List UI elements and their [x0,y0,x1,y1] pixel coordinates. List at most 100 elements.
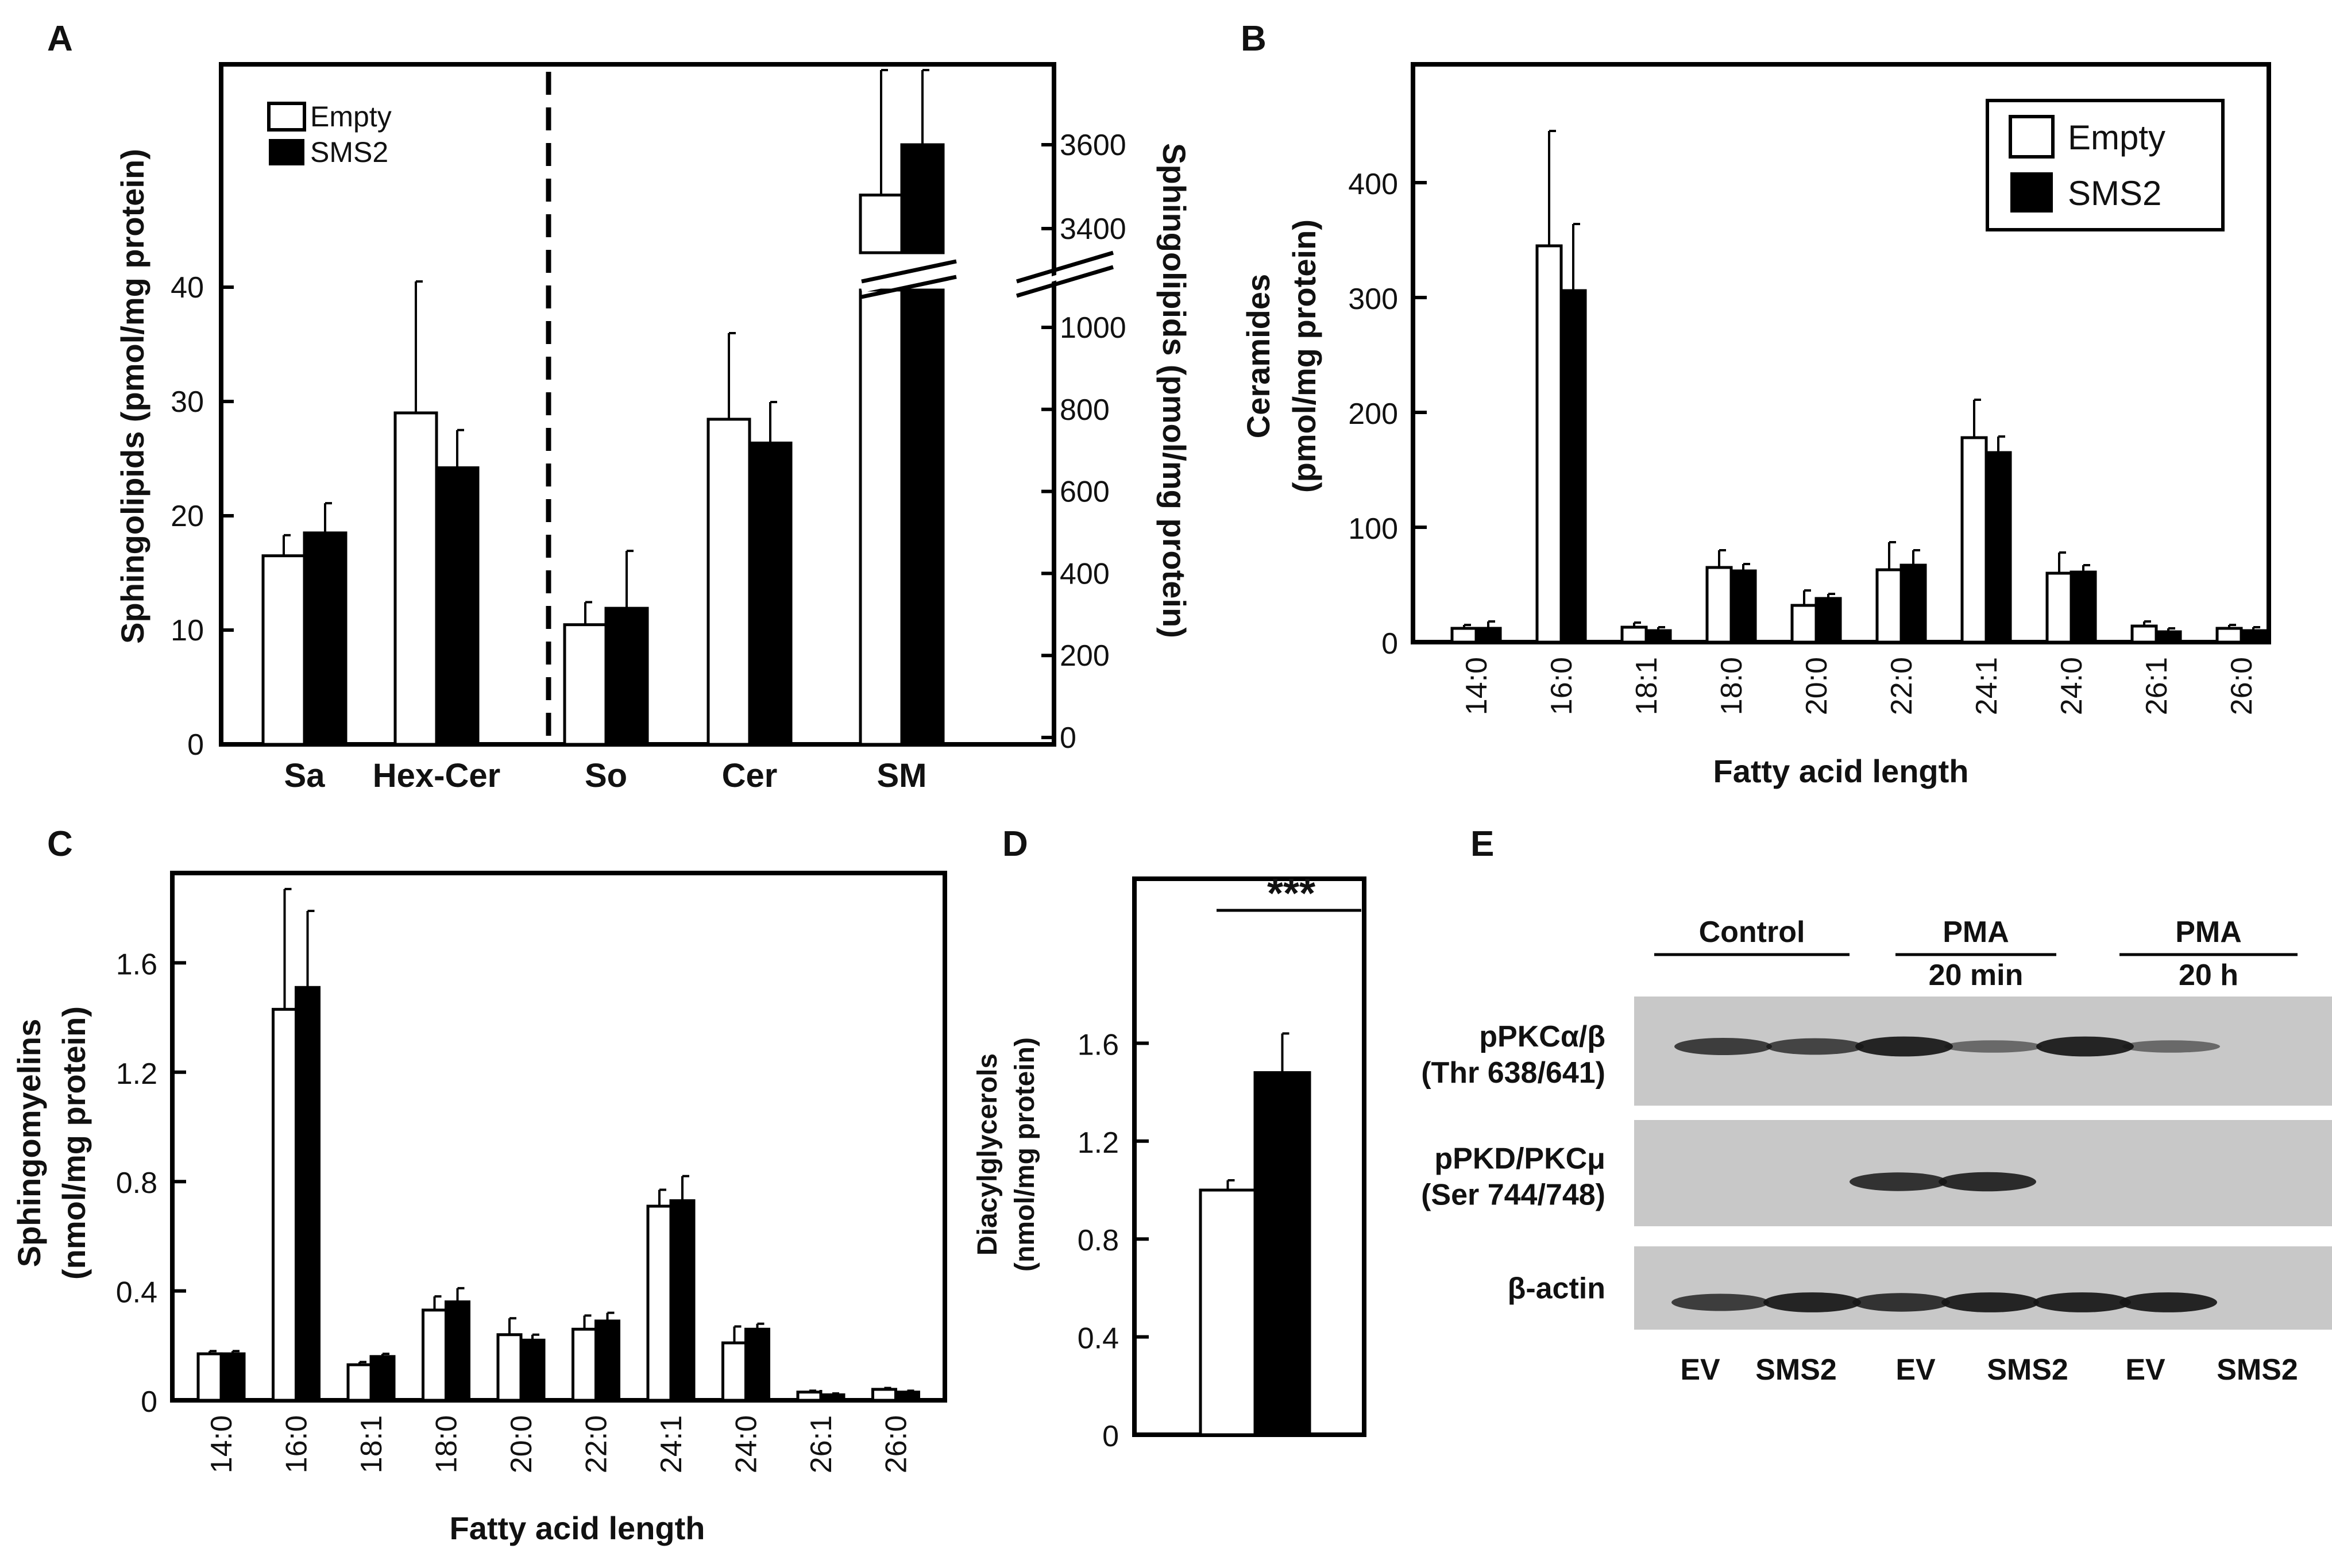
bar-empty [422,1308,447,1402]
blot-row-label: pPKCα/β [1479,1020,1605,1053]
bar-empty [721,1341,747,1402]
bar-sms2 [2070,570,2097,644]
bar-sms2 [1253,1071,1311,1436]
bar-empty [1960,436,1988,644]
panel-b-y-label-line1: Ceramides [1240,274,1276,438]
x-tick-label: 24:1 [1970,657,2003,715]
y-tick-label: 300 [1348,283,1398,316]
panel-c: C Sphingomyelins (nmol/mg protein) Fatty… [11,824,947,1546]
y-tick-label: 10 [171,614,204,647]
panel-b-legend: Empty SMS2 [1986,99,2225,231]
blot-band [1855,1036,1953,1057]
x-tick-label: 26:1 [2140,657,2173,715]
blot-row-label: pPKD/PKCμ [1434,1142,1605,1176]
x-tick-label: 14:0 [1460,657,1493,715]
bar-empty [1450,627,1478,644]
bar-empty [871,1388,897,1402]
panel-a-left-axis-label: Sphingolipids (pmol/mg protein) [114,149,150,644]
blot-band [2033,1292,2131,1312]
y-tick-label: 0 [141,1385,157,1419]
bar-empty [1790,604,1818,644]
x-tick-label: 26:0 [880,1415,913,1473]
bar-sms2 [303,531,348,746]
y-tick-label: 0.4 [1078,1322,1119,1355]
blot-rows: pPKCα/β(Thr 638/641) pPKD/PKCμ(Ser 744/74… [1421,997,2332,1330]
bar-empty [572,1327,597,1402]
panel-a-bars: Sa Hex-Cer So Cer SM [261,69,945,794]
y-tick-label: 0 [1102,1420,1119,1453]
y-tick-label: 3600 [1060,129,1126,162]
panel-a-axis-break [861,250,1114,299]
y-tick-label: 100 [1348,512,1398,546]
y-tick-label: 3400 [1060,213,1126,246]
panel-a-left-ticks: 0 10 20 30 40 [171,271,234,762]
blot-band [1674,1038,1772,1055]
bar-sms2 [2240,629,2267,644]
bar-sms2 [1814,597,1842,644]
panel-d-y-ticks: 0 0.4 0.8 1.2 1.6 [1078,1028,1149,1453]
bar-empty [272,1007,298,1402]
legend-label-empty: Empty [2068,118,2165,157]
category-label: SM [877,757,927,794]
legend-swatch-sms2 [2010,172,2053,213]
lane-label: EV [1680,1353,1720,1387]
panel-b-x-label: Fatty acid length [1713,753,1969,789]
lane-label: EV [2125,1353,2165,1387]
blot-band [1671,1293,1769,1311]
group-sublabel: 20 h [2179,959,2238,992]
panel-a: A 0 10 20 30 40 0 200 400 600 800 1000 3400 3600 Sp… [47,19,1192,794]
x-tick-label: 18:1 [355,1415,388,1473]
x-tick-label: 14:0 [205,1415,238,1473]
blot-lane-labels: EV SMS2 EV SMS2 EV SMS2 [1680,1353,2298,1387]
bar-empty [496,1333,523,1402]
bar-sms2 [445,1300,470,1402]
blot-band [1763,1292,1861,1312]
x-tick-label: 18:0 [430,1415,464,1473]
bar-sms2 [1984,451,2012,644]
bar-sms2 [1899,563,1927,644]
y-tick-label: 40 [171,271,204,304]
bar-sms2 [1644,629,1672,644]
bar-empty [196,1352,223,1402]
y-tick-label: 1.2 [1078,1126,1119,1160]
bar-sms2-lower [900,288,945,746]
panel-c-categories: 14:0 16:0 18:1 18:0 20:0 22:0 24:1 24:0 26:1 26:0 [205,1390,913,1473]
bar-sms2 [435,466,480,746]
bar-empty-upper [859,194,904,254]
category-label: So [585,757,627,794]
bar-sms2 [894,1391,920,1402]
y-tick-label: 0.8 [1078,1224,1119,1257]
y-tick-label: 20 [171,500,204,533]
panel-e: E Control PMA 20 min PMA 20 h pPKCα/β(Thr 63… [1421,824,2332,1387]
bar-empty [1875,568,1903,644]
bar-sms2 [295,986,321,1402]
legend-swatch-sms2 [269,139,304,165]
category-label: Cer [722,757,778,794]
panel-b: B Ceramides (pmol/mg protein) Fatty acid… [1240,19,2271,789]
panel-c-x-label: Fatty acid length [450,1510,705,1546]
panel-c-y-label-line2: (nmol/mg protein) [56,1006,92,1280]
group-header: PMA [1943,916,2009,949]
panel-d-bars [1199,1032,1311,1436]
lane-label: EV [1895,1353,1936,1387]
bar-sms2 [2155,630,2182,644]
blot-band [1766,1038,1864,1055]
bar-empty [706,418,751,746]
y-tick-label: 1000 [1060,311,1126,345]
x-tick-label: 16:0 [280,1415,314,1473]
bar-sms2 [819,1393,845,1402]
blot-band [1939,1172,2036,1192]
x-tick-label: 24:0 [2055,657,2088,715]
blot-band [2119,1292,2217,1312]
bar-empty [261,554,306,746]
bar-sms2 [1474,627,1502,644]
x-tick-label: 18:0 [1715,657,1748,715]
bar-empty [796,1391,823,1402]
y-tick-label: 1.2 [116,1057,157,1091]
x-tick-label: 26:0 [2225,657,2258,715]
panel-label-e: E [1470,824,1494,864]
y-tick-label: 0 [1060,721,1076,755]
bar-empty [2045,571,2073,644]
